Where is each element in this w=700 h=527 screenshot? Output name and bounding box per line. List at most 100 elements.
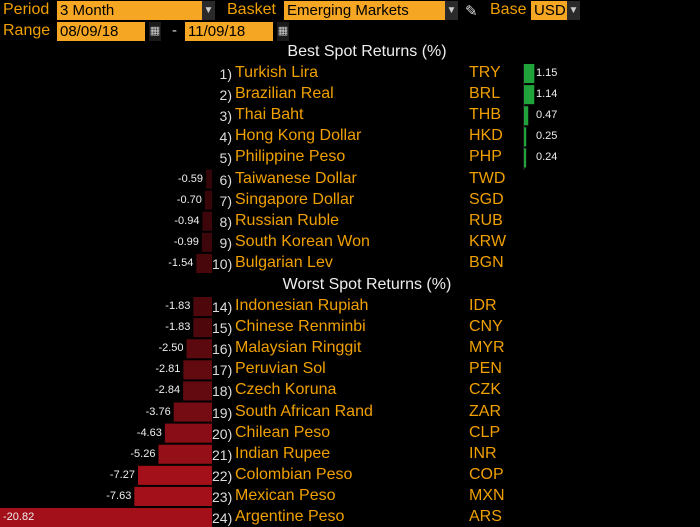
currency-name[interactable]: Russian Ruble — [235, 211, 340, 229]
currency-code[interactable]: MYR — [469, 339, 505, 357]
currency-name[interactable]: Indonesian Rupiah — [235, 297, 369, 314]
range-separator: - — [172, 22, 177, 39]
rank-label: 1) — [219, 66, 232, 82]
value-label: -5.26 — [130, 447, 156, 460]
currency-name[interactable]: Argentine Peso — [235, 508, 345, 525]
currency-code[interactable]: COP — [469, 465, 504, 483]
pencil-icon[interactable]: ✎ — [465, 3, 478, 20]
rank-label: 4) — [219, 129, 232, 146]
return-bar-clp — [164, 423, 212, 443]
value-label: 0.24 — [536, 151, 558, 164]
currency-code[interactable]: CLP — [469, 423, 501, 441]
currency-code[interactable]: TRY — [469, 64, 501, 81]
chevron-down-icon[interactable]: ▼ — [567, 1, 580, 20]
value-label: 0.25 — [536, 130, 558, 143]
rank-label: 3) — [219, 108, 232, 125]
currency-code[interactable]: PHP — [469, 148, 502, 166]
currency-code[interactable]: HKD — [469, 127, 503, 145]
currency-code[interactable]: PEN — [469, 360, 502, 378]
currency-name[interactable]: South Korean Won — [235, 232, 370, 250]
currency-code[interactable]: CZK — [469, 381, 501, 399]
calendar-icon[interactable]: ▦ — [149, 22, 161, 41]
currency-name[interactable]: South African Rand — [235, 402, 373, 420]
value-label: 1.14 — [536, 88, 558, 101]
currency-name[interactable]: Taiwanese Dollar — [235, 169, 357, 187]
currency-name[interactable]: Mexican Peso — [235, 486, 336, 504]
return-bar-try — [524, 64, 535, 84]
value-label: -1.54 — [168, 256, 194, 269]
basket-label: Basket — [227, 1, 276, 18]
currency-name[interactable]: Peruvian Sol — [235, 360, 326, 378]
value-label: -7.63 — [106, 489, 132, 502]
currency-name[interactable]: Singapore Dollar — [235, 190, 355, 208]
rank-label: 8) — [219, 213, 232, 230]
range-end-field[interactable]: 11/09/18 — [185, 22, 273, 41]
rank-label: 24) — [212, 510, 233, 526]
return-bar-php — [524, 148, 527, 168]
currency-name[interactable]: Malaysian Ringgit — [235, 339, 362, 357]
base-select[interactable]: USD — [531, 1, 567, 20]
return-bar-mxn — [134, 486, 212, 506]
currency-code[interactable]: RUB — [469, 211, 503, 229]
rank-label: 18) — [212, 383, 233, 400]
currency-name[interactable]: Hong Kong Dollar — [235, 127, 362, 145]
chevron-down-icon[interactable]: ▼ — [445, 1, 458, 20]
currency-code[interactable]: CNY — [469, 318, 503, 336]
currency-code[interactable]: INR — [469, 444, 497, 462]
return-bar-krw — [201, 232, 212, 252]
currency-name[interactable]: Turkish Lira — [235, 64, 318, 81]
range-start-field[interactable]: 08/09/18 — [57, 22, 145, 41]
rank-label: 19) — [212, 404, 233, 421]
best-section-title: Best Spot Returns (%) — [287, 43, 447, 60]
chevron-down-icon[interactable]: ▼ — [202, 1, 215, 20]
value-label: -1.83 — [165, 300, 191, 312]
currency-name[interactable]: Czech Koruna — [235, 381, 337, 399]
currency-name[interactable]: Indian Rupee — [235, 444, 331, 462]
currency-code[interactable]: KRW — [469, 232, 507, 250]
return-bar-brl — [524, 85, 535, 105]
period-select[interactable]: 3 Month — [57, 1, 202, 20]
currency-code[interactable]: BRL — [469, 85, 501, 103]
currency-code[interactable]: MXN — [469, 486, 505, 504]
currency-code[interactable]: SGD — [469, 190, 504, 208]
value-label: -2.50 — [158, 342, 184, 355]
value-label: -7.27 — [109, 468, 135, 481]
return-bar-hkd — [524, 127, 527, 147]
return-bar-ars — [0, 508, 212, 527]
return-bar-czk — [183, 381, 212, 401]
return-bar-rub — [202, 211, 212, 231]
currency-code[interactable]: ZAR — [469, 402, 501, 420]
return-bar-bgn — [196, 253, 212, 273]
rank-label: 16) — [212, 341, 233, 358]
value-label: -2.81 — [155, 363, 181, 376]
currency-code[interactable]: ARS — [469, 508, 502, 525]
currency-name[interactable]: Philippine Peso — [235, 148, 346, 166]
rank-label: 9) — [219, 234, 232, 251]
currency-name[interactable]: Thai Baht — [235, 106, 304, 124]
calendar-icon[interactable]: ▦ — [277, 22, 289, 41]
return-bar-sgd — [204, 190, 212, 210]
period-label: Period — [3, 1, 50, 18]
value-label: -20.82 — [3, 511, 35, 523]
rank-label: 20) — [212, 425, 233, 442]
worst-section-title: Worst Spot Returns (%) — [282, 276, 452, 293]
currency-code[interactable]: THB — [469, 106, 501, 124]
basket-select[interactable]: Emerging Markets — [284, 1, 445, 20]
rank-label: 14) — [212, 299, 233, 315]
currency-code[interactable]: IDR — [469, 297, 497, 314]
currency-name[interactable]: Chinese Renminbi — [235, 318, 366, 336]
return-bar-myr — [186, 339, 212, 359]
return-bar-pen — [183, 360, 212, 380]
currency-code[interactable]: BGN — [469, 253, 504, 271]
return-bar-inr — [158, 444, 212, 464]
value-label: -0.70 — [176, 193, 202, 206]
currency-name[interactable]: Brazilian Real — [235, 85, 334, 103]
currency-name[interactable]: Chilean Peso — [235, 423, 331, 441]
value-label: 1.15 — [536, 67, 558, 79]
currency-name[interactable]: Bulgarian Lev — [235, 253, 333, 271]
currency-name[interactable]: Colombian Peso — [235, 465, 353, 483]
rank-label: 2) — [219, 87, 232, 104]
currency-code[interactable]: TWD — [469, 169, 506, 187]
value-label: -0.94 — [174, 214, 200, 227]
